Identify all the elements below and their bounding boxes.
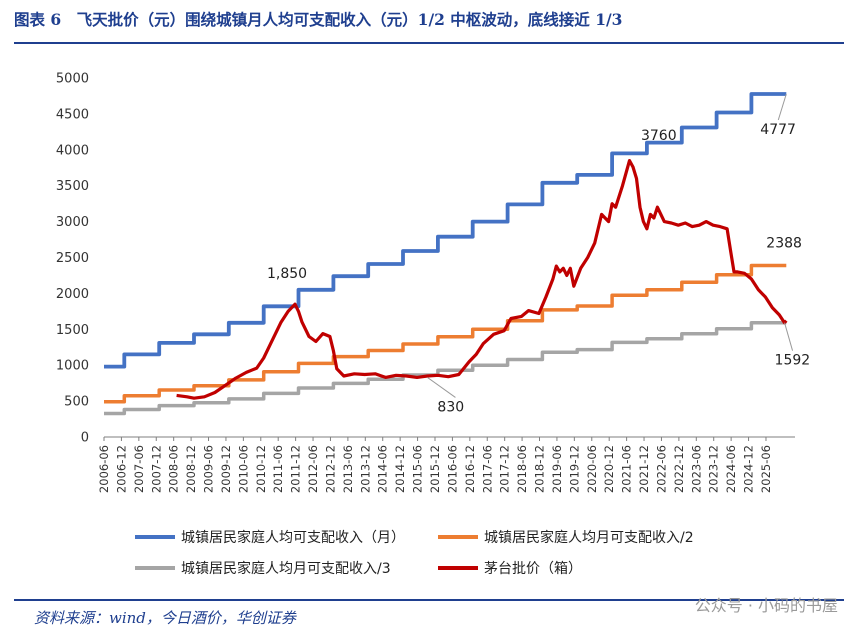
annotation-label: 1592 — [775, 353, 811, 369]
x-tick-label: 2009-06 — [202, 445, 216, 493]
x-tick-label: 2019-12 — [567, 445, 581, 493]
chart-svg: 0 500 1000 1500 2000 2500 3000 3500 4000 4500 5000… — [56, 72, 811, 578]
x-tick-label: 2011-12 — [289, 445, 303, 493]
x-tick-label: 2024-06 — [724, 445, 738, 493]
x-tick-label: 2018-12 — [533, 445, 547, 493]
footer-divider — [14, 599, 844, 601]
annotation-label: 1,850 — [267, 266, 307, 282]
x-tick-label: 2016-12 — [463, 445, 477, 493]
annotation-leader — [784, 322, 794, 351]
x-tick-label: 2020-06 — [585, 445, 599, 493]
y-tick-label: 4500 — [56, 107, 89, 122]
series-line-1 — [104, 92, 787, 369]
y-tick-label: 2000 — [56, 287, 89, 302]
legend-label: 城镇居民家庭人均可支配收入（月） — [181, 529, 405, 546]
y-tick-label: 0 — [81, 431, 89, 446]
y-tick-label: 5000 — [56, 72, 89, 87]
x-tick-label: 2008-06 — [167, 445, 181, 493]
legend-label: 茅台批价（箱） — [484, 561, 582, 577]
x-tick-label: 2007-06 — [132, 445, 146, 493]
x-tick-label: 2006-06 — [97, 445, 111, 493]
y-tick-label: 3500 — [56, 179, 89, 194]
x-tick-label: 2024-12 — [742, 445, 756, 493]
x-tick-label: 2020-12 — [602, 445, 616, 493]
x-tick-label: 2015-06 — [411, 445, 425, 493]
x-tick-label: 2013-12 — [358, 445, 372, 493]
x-tick-label: 2010-12 — [254, 445, 268, 493]
y-tick-label: 1500 — [56, 323, 89, 338]
chart-title: 图表 6 飞天批价（元）围绕城镇月人均可支配收入（元）1/2 中枢波动，底线接近… — [14, 10, 623, 29]
series-line-4 — [176, 159, 788, 400]
x-tick-label: 2021-06 — [620, 445, 634, 493]
series-line-2 — [104, 263, 787, 404]
x-tick-label: 2014-06 — [376, 445, 390, 493]
x-tick-label: 2021-12 — [637, 445, 651, 493]
x-tick-label: 2023-06 — [689, 445, 703, 493]
x-tick-label: 2016-06 — [445, 445, 459, 493]
x-tick-label: 2025-06 — [759, 445, 773, 493]
y-tick-label: 4000 — [56, 143, 89, 158]
x-tick-label: 2010-06 — [236, 445, 250, 493]
x-tick-label: 2017-12 — [498, 445, 512, 493]
x-tick-label: 2022-06 — [654, 445, 668, 493]
x-tick-label: 2015-12 — [428, 445, 442, 493]
series-line-3 — [104, 320, 787, 416]
x-tick-label: 2006-12 — [114, 445, 128, 493]
legend-label: 城镇居民家庭人均月可支配收入/2 — [484, 529, 694, 546]
annotation-label: 2388 — [766, 236, 802, 252]
annotation-leader — [427, 376, 456, 398]
x-tick-label: 2009-12 — [219, 445, 233, 493]
y-tick-label: 500 — [64, 395, 89, 410]
x-tick-label: 2022-12 — [672, 445, 686, 493]
x-tick-label: 2013-06 — [341, 445, 355, 493]
y-tick-label: 1000 — [56, 359, 89, 374]
x-tick-label: 2012-12 — [323, 445, 337, 493]
watermark: 公众号 · 小码的书屋 — [694, 596, 838, 615]
x-tick-label: 2018-06 — [515, 445, 529, 493]
x-tick-label: 2012-06 — [306, 445, 320, 493]
x-tick-label: 2019-06 — [550, 445, 564, 493]
x-tick-label: 2023-12 — [707, 445, 721, 493]
annotation-label: 3760 — [641, 128, 677, 144]
annotation-leader — [777, 93, 787, 121]
source-note: 资料来源：wind，今日酒价，华创证券 — [34, 609, 296, 627]
x-tick-label: 2008-12 — [184, 445, 198, 493]
y-tick-label: 2500 — [56, 251, 89, 266]
x-tick-label: 2014-12 — [393, 445, 407, 493]
y-tick-label: 3000 — [56, 215, 89, 230]
annotation-label: 4777 — [760, 122, 796, 138]
legend-label: 城镇居民家庭人均月可支配收入/3 — [181, 560, 391, 577]
x-tick-label: 2007-12 — [149, 445, 163, 493]
title-divider — [14, 42, 844, 44]
x-tick-label: 2017-06 — [480, 445, 494, 493]
x-tick-label: 2011-06 — [271, 445, 285, 493]
annotation-label: 830 — [437, 399, 464, 415]
